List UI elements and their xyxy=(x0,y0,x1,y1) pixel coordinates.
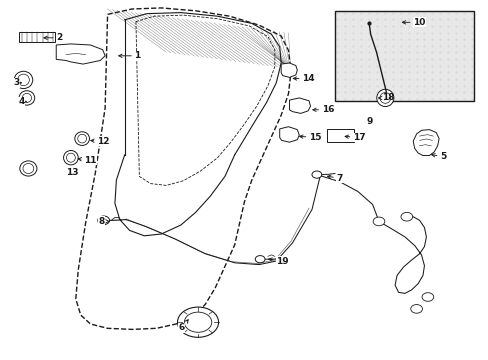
Ellipse shape xyxy=(20,161,37,176)
Circle shape xyxy=(311,171,321,178)
Circle shape xyxy=(421,293,433,301)
Text: 14: 14 xyxy=(293,74,314,83)
Text: 4: 4 xyxy=(19,97,26,106)
Ellipse shape xyxy=(66,153,75,162)
Ellipse shape xyxy=(19,91,35,105)
Ellipse shape xyxy=(14,71,33,89)
FancyBboxPatch shape xyxy=(326,129,353,142)
Text: 11: 11 xyxy=(78,156,97,165)
Ellipse shape xyxy=(376,89,393,107)
Polygon shape xyxy=(279,127,299,142)
Ellipse shape xyxy=(22,94,31,102)
Text: 8: 8 xyxy=(99,217,109,226)
Ellipse shape xyxy=(78,134,86,143)
Ellipse shape xyxy=(75,132,89,145)
Text: 5: 5 xyxy=(431,152,446,161)
Text: 16: 16 xyxy=(312,105,334,114)
FancyBboxPatch shape xyxy=(334,11,473,101)
Polygon shape xyxy=(412,130,438,156)
Circle shape xyxy=(400,212,412,221)
Text: 3: 3 xyxy=(14,78,21,87)
Ellipse shape xyxy=(23,163,34,174)
Text: 12: 12 xyxy=(91,136,109,145)
Text: 19: 19 xyxy=(268,256,288,265)
Text: 2: 2 xyxy=(44,33,62,42)
Text: 7: 7 xyxy=(327,174,342,183)
Text: 9: 9 xyxy=(366,117,373,126)
Polygon shape xyxy=(289,98,310,113)
Text: 13: 13 xyxy=(66,167,79,176)
Text: 17: 17 xyxy=(345,133,365,142)
Circle shape xyxy=(372,217,384,226)
Text: 1: 1 xyxy=(119,51,141,60)
Ellipse shape xyxy=(379,93,390,103)
Text: 10: 10 xyxy=(402,18,425,27)
Text: 15: 15 xyxy=(299,133,321,142)
Circle shape xyxy=(410,305,422,313)
Polygon shape xyxy=(56,44,105,64)
Circle shape xyxy=(98,216,109,225)
Circle shape xyxy=(184,312,211,332)
Circle shape xyxy=(255,256,264,263)
Circle shape xyxy=(177,307,218,337)
Ellipse shape xyxy=(18,74,29,86)
Polygon shape xyxy=(281,63,297,77)
Text: 6: 6 xyxy=(178,320,188,332)
Ellipse shape xyxy=(63,150,78,165)
Text: 18: 18 xyxy=(382,94,394,102)
Bar xyxy=(19,32,55,42)
